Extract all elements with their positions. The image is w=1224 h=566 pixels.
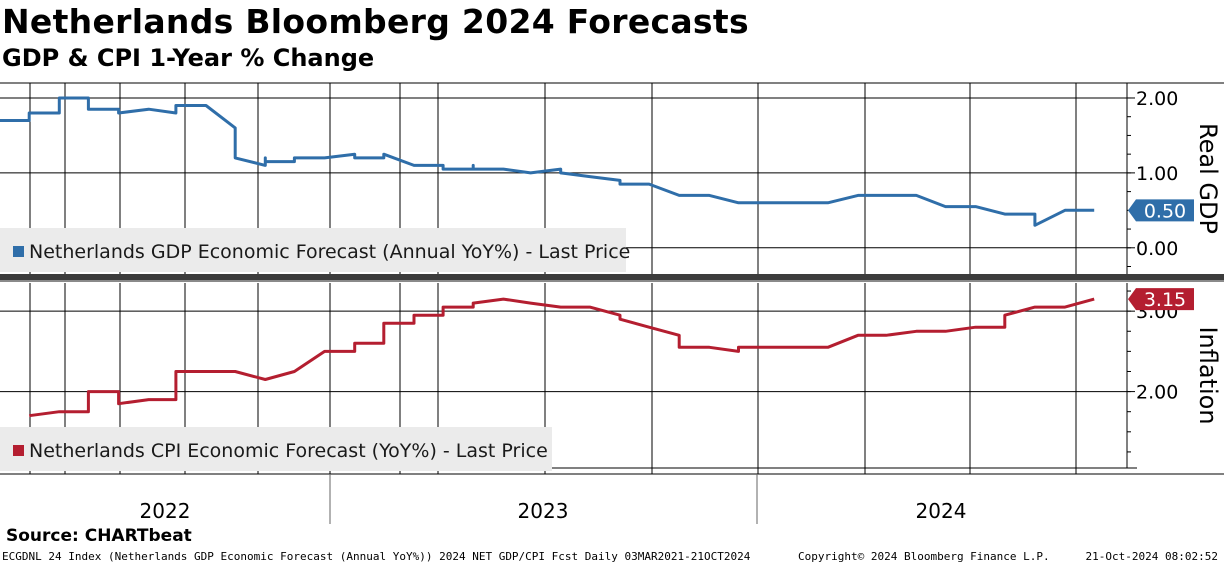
legend-label: Netherlands GDP Economic Forecast (Annua… — [29, 241, 630, 263]
source-label: Source: CHARTbeat — [6, 526, 192, 546]
legend-label: Netherlands CPI Economic Forecast (YoY%)… — [29, 440, 548, 462]
y-tick-label: 2.00 — [1136, 382, 1178, 404]
y-tick-label: 1.00 — [1136, 163, 1178, 185]
x-tick-label: 2023 — [518, 499, 569, 523]
y-tick-label: 0.00 — [1136, 238, 1178, 260]
panel-divider-shadow — [0, 280, 1224, 282]
gdp-series-line — [0, 96, 1095, 227]
chart-title: Netherlands Bloomberg 2024 Forecasts — [2, 2, 749, 41]
y-axis-title: Real GDP — [1194, 123, 1222, 234]
legend-swatch — [13, 445, 24, 456]
x-tick-label: 2022 — [140, 499, 191, 523]
legend-box — [0, 427, 552, 471]
footer-copyright: Copyright© 2024 Bloomberg Finance L.P. — [798, 550, 1050, 563]
cpi-last-value-tag — [1128, 288, 1194, 311]
panel-divider — [0, 274, 1224, 280]
footer-index-info: ECGDNL 24 Index (Netherlands GDP Economi… — [2, 550, 751, 563]
chart-subtitle: GDP & CPI 1-Year % Change — [2, 44, 375, 72]
x-tick-label: 2024 — [916, 499, 967, 523]
gdp-last-value-tag — [1128, 199, 1194, 222]
y-tick-label: 2.00 — [1136, 88, 1178, 110]
footer-timestamp: 21-Oct-2024 08:02:52 — [1085, 550, 1218, 563]
y-axis-title: Inflation — [1194, 326, 1222, 424]
last-value-label: 0.50 — [1144, 200, 1186, 222]
legend-box — [0, 228, 626, 272]
last-value-label: 3.15 — [1144, 289, 1186, 311]
legend-swatch — [13, 246, 24, 257]
cpi-series-line — [29, 297, 1095, 418]
